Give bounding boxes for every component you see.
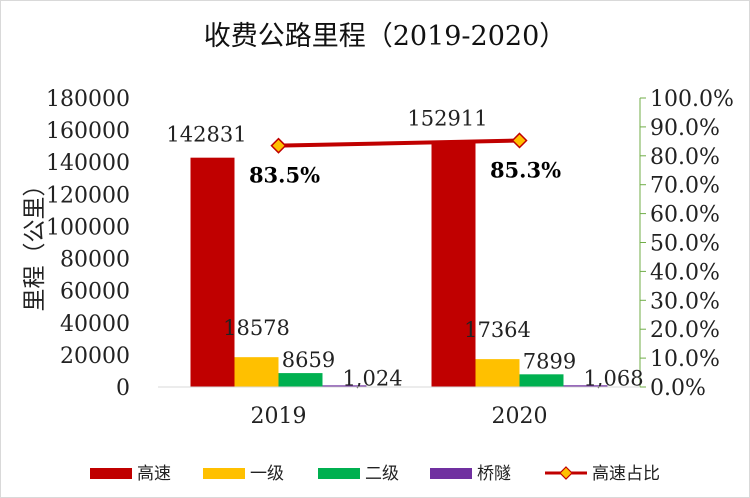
y2-tick-label: 10.0% — [650, 347, 720, 372]
legend-swatch — [318, 468, 360, 479]
bar-data-label: 17364 — [464, 318, 531, 342]
bar-桥隧-2019 — [322, 385, 367, 387]
bar-高速-2020 — [431, 141, 476, 387]
line-marker — [270, 137, 287, 154]
line-高速占比 — [278, 138, 520, 148]
bar-data-label: 8659 — [282, 348, 335, 372]
y2-tick-label: 90.0% — [650, 116, 720, 141]
legend-swatch — [203, 468, 245, 479]
y-tick-label: 80000 — [60, 248, 130, 273]
legend-swatch — [430, 468, 472, 479]
bar-data-label: 1,068 — [583, 366, 643, 390]
y-tick-label: 60000 — [60, 280, 130, 305]
bar-data-label: 18578 — [223, 316, 290, 340]
x-tick-label: 2019 — [251, 404, 307, 429]
y2-tick-label: 70.0% — [650, 174, 720, 199]
y2-tick-label: 20.0% — [650, 318, 720, 343]
bar-高速-2019 — [190, 157, 235, 387]
legend-label: 桥隧 — [477, 464, 511, 484]
y2-tick-label: 50.0% — [650, 232, 720, 257]
bar-一级-2019 — [234, 357, 279, 387]
bar-data-label: 142831 — [166, 123, 246, 147]
y-tick-label: 20000 — [60, 344, 130, 369]
bar-data-label: 1,024 — [342, 366, 402, 390]
legend-label: 高速 — [137, 464, 171, 484]
x-tick-label: 2020 — [492, 404, 548, 429]
y2-tick-label: 60.0% — [650, 203, 720, 228]
y-axis-label: 里程（公里） — [22, 174, 48, 312]
y-tick-label: 180000 — [46, 87, 130, 112]
y2-tick-label: 40.0% — [650, 260, 720, 285]
chart-title: 收费公路里程（2019-2020） — [204, 21, 567, 52]
y-tick-label: 40000 — [60, 312, 130, 337]
y-tick-label: 120000 — [46, 183, 130, 208]
y2-tick-label: 30.0% — [650, 289, 720, 314]
y2-tick-label: 100.0% — [650, 87, 734, 112]
legend-label: 高速占比 — [592, 464, 660, 484]
legend-swatch — [90, 468, 132, 479]
bar-二级-2020 — [519, 374, 564, 387]
y-tick-label: 100000 — [46, 215, 130, 240]
bar-data-label: 7899 — [523, 349, 576, 373]
line-marker — [511, 132, 528, 149]
y-tick-label: 140000 — [46, 151, 130, 176]
bar-data-label: 152911 — [407, 106, 487, 130]
line-data-label: 83.5% — [249, 163, 320, 188]
legend-marker — [559, 466, 573, 480]
bar-二级-2019 — [278, 373, 323, 387]
legend-label: 一级 — [250, 464, 284, 484]
y2-tick-label: 80.0% — [650, 145, 720, 170]
y2-tick-label: 0.0% — [650, 376, 706, 401]
bar-一级-2020 — [475, 359, 520, 387]
y-tick-label: 0 — [116, 376, 130, 401]
bar-桥隧-2020 — [563, 385, 608, 387]
y-tick-label: 160000 — [46, 119, 130, 144]
legend-label: 二级 — [365, 464, 399, 484]
line-data-label: 85.3% — [490, 157, 561, 182]
